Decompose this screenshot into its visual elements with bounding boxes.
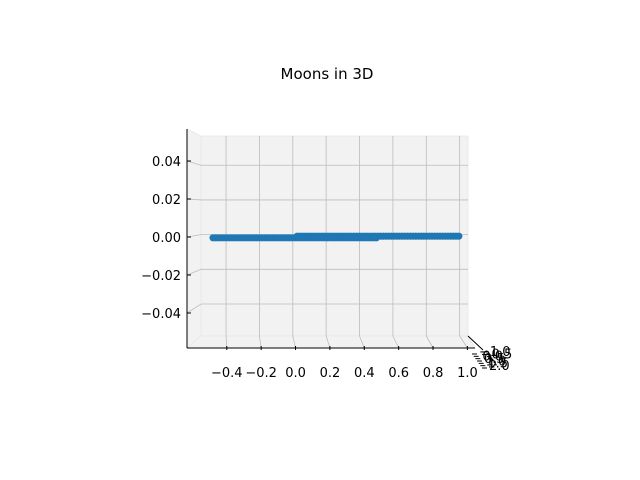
x-tick-label: 0.4 [354, 366, 375, 381]
y-tick-label: −0.5 [481, 347, 513, 362]
y-tick-label: 0.0 [482, 350, 503, 365]
x-tick-label: 0.8 [423, 366, 444, 381]
x-tick-label: 0.6 [388, 366, 409, 381]
grid-line-floor-x [459, 335, 468, 349]
tick-labels: 0.04 0.02 0.00 −0.02 −0.04 −0.4 −0.2 0.0 0.2 0.4 0… [141, 155, 512, 381]
x-tick-label: −0.2 [245, 366, 277, 381]
x-tick-label: 0.2 [320, 366, 341, 381]
x-tick-label: 0.0 [285, 366, 306, 381]
y-tick-label: 0.5 [484, 352, 505, 367]
y-axis-line [467, 335, 484, 351]
chart-title: Moons in 3D [281, 65, 374, 83]
y-tick-label: 1.5 [487, 357, 508, 372]
z-tick-label: 0.00 [152, 231, 181, 246]
y-tick-label: −1.0 [479, 345, 511, 360]
y-tick-label: 1.0 [486, 354, 507, 369]
z-tick-label: 0.04 [152, 155, 181, 170]
y-tick-label: 2.0 [489, 359, 510, 374]
z-tick-label: −0.02 [141, 269, 181, 284]
grid-line-floor-x [359, 335, 365, 349]
x-tick-label: 1.0 [457, 366, 478, 381]
data-point [455, 232, 463, 240]
grid-line-floor-x [425, 335, 434, 349]
data-points [209, 232, 463, 242]
z-tick-label: 0.02 [152, 193, 181, 208]
grid-line-side-z [186, 268, 202, 276]
grid-line-floor-x [392, 335, 400, 349]
axis-lines [186, 129, 487, 369]
grid-line-floor-x [325, 335, 331, 349]
grid-line-side-z [186, 303, 202, 314]
z-tick-label: −0.04 [141, 307, 181, 322]
x-tick-label: −0.4 [211, 366, 243, 381]
grid-line-side-z [186, 160, 202, 166]
